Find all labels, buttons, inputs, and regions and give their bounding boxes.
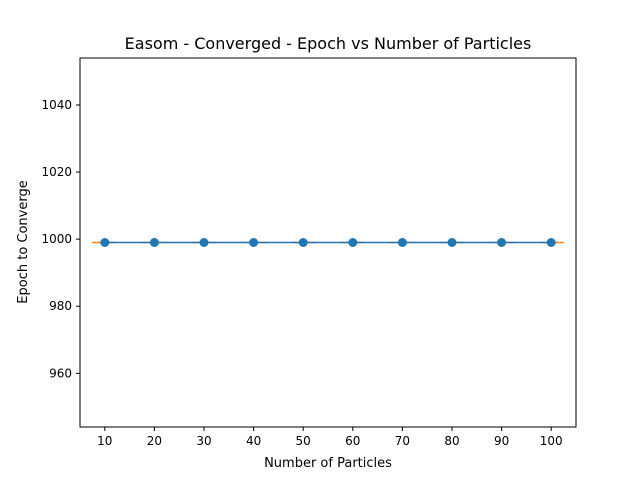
- y-tick-label: 980: [49, 299, 72, 313]
- x-tick-label: 50: [296, 434, 311, 448]
- x-tick-label: 60: [345, 434, 360, 448]
- axes-frame: [79, 57, 577, 428]
- data-point: [397, 238, 407, 247]
- x-tick-label: 90: [494, 434, 509, 448]
- x-tick-label: 40: [246, 434, 261, 448]
- x-tick-label: 30: [196, 434, 211, 448]
- data-point: [497, 238, 507, 247]
- data-point: [149, 238, 159, 247]
- data-point: [199, 238, 209, 247]
- y-tick-label: 1000: [41, 232, 72, 246]
- data-point: [298, 238, 308, 247]
- data-point: [546, 238, 556, 247]
- x-tick-label: 100: [540, 434, 563, 448]
- x-tick-label: 10: [97, 434, 112, 448]
- data-point: [447, 238, 457, 247]
- x-axis-label: Number of Particles: [264, 456, 392, 471]
- y-tick-label: 1020: [41, 165, 72, 179]
- data-point: [249, 238, 259, 247]
- x-tick-label: 80: [444, 434, 459, 448]
- y-axis-label: Epoch to Converge: [16, 180, 31, 303]
- chart-title: Easom - Converged - Epoch vs Number of P…: [125, 34, 532, 53]
- data-point: [100, 238, 110, 247]
- x-tick-label: 20: [147, 434, 162, 448]
- data-point: [348, 238, 358, 247]
- y-tick-label: 960: [49, 366, 72, 380]
- y-tick-label: 1040: [41, 98, 72, 112]
- x-tick-label: 70: [395, 434, 410, 448]
